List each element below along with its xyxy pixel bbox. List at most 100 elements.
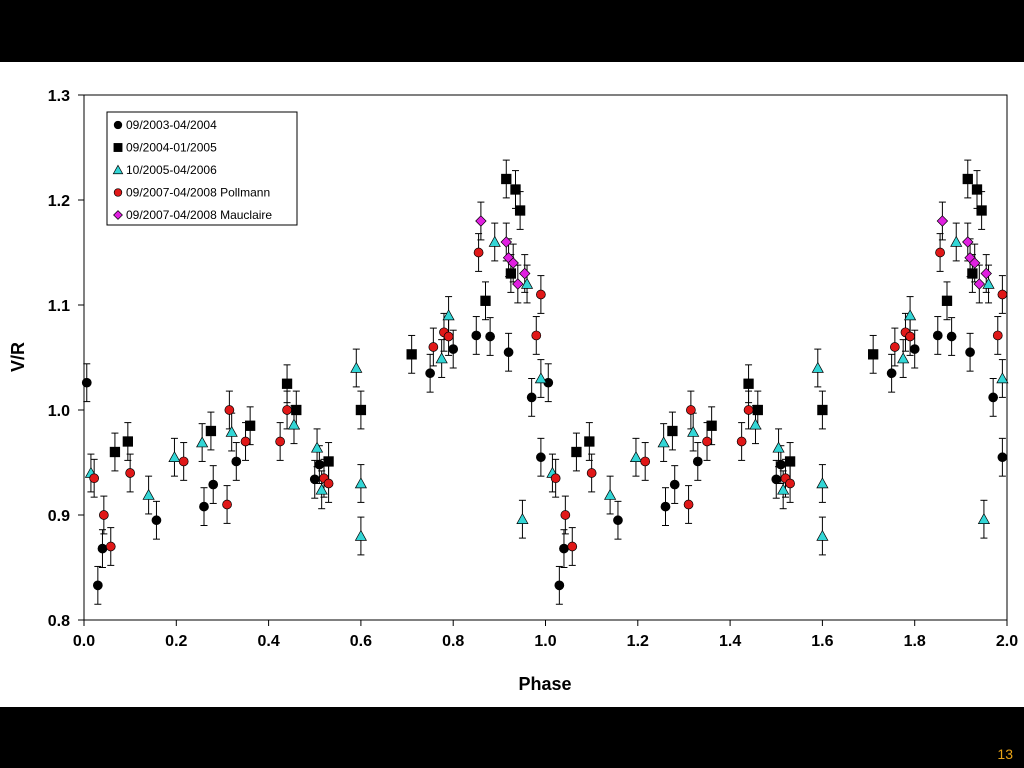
data-point-series-3 [354, 477, 367, 489]
data-point-series-4 [105, 541, 116, 552]
data-point-series-1 [425, 368, 435, 379]
data-point-series-2 [706, 420, 717, 431]
data-point-series-2 [817, 404, 828, 416]
legend-marker-2 [113, 143, 123, 152]
data-point-series-3 [687, 425, 700, 437]
data-point-series-4 [531, 330, 542, 341]
data-point-series-4 [683, 499, 694, 510]
data-point-series-1 [485, 331, 495, 342]
data-point-series-2 [784, 456, 796, 467]
data-point-series-3 [534, 372, 547, 384]
data-point-series-4 [997, 289, 1008, 300]
data-point-series-1 [988, 392, 999, 403]
data-point-series-1 [776, 459, 786, 470]
data-point-series-4 [736, 436, 747, 447]
data-point-series-3 [225, 425, 238, 437]
x-tick-label: 1.4 [719, 633, 741, 650]
data-point-series-3 [168, 451, 181, 462]
data-point-series-1 [660, 501, 671, 512]
data-point-series-1 [231, 456, 242, 467]
data-point-series-3 [604, 488, 617, 500]
legend-marker-4 [113, 188, 123, 197]
data-point-series-2 [510, 184, 521, 195]
data-point-series-3 [287, 418, 301, 430]
data-point-series-2 [323, 456, 334, 467]
data-point-series-4 [178, 456, 189, 467]
data-point-series-2 [480, 295, 491, 306]
data-point-series-3 [816, 477, 829, 489]
data-point-series-3 [442, 309, 455, 321]
data-point-series-2 [505, 268, 517, 279]
vr-phase-chart: 0.0 0.2 0.4 0.6 0.8 1.0 1.2 1.4 1.6 1.8 2.0 0.8 0.9 1… [8, 88, 1018, 694]
data-point-series-4 [905, 331, 915, 342]
data-point-series-1 [997, 452, 1008, 463]
data-point-series-3 [657, 436, 670, 448]
data-point-series-3 [811, 361, 824, 373]
data-point-series-5 [980, 267, 992, 280]
data-point-series-2 [976, 205, 987, 216]
data-point-series-2 [406, 349, 417, 360]
data-point-series-3 [310, 441, 324, 453]
data-point-series-1 [669, 479, 680, 490]
data-point-series-4 [586, 468, 597, 478]
data-point-series-2 [514, 205, 526, 216]
data-point-series-4 [567, 541, 578, 552]
data-point-series-1 [199, 501, 209, 512]
data-point-series-5 [507, 257, 519, 269]
x-tick-label: 0.8 [442, 633, 464, 650]
x-tick-label: 1.0 [534, 633, 556, 650]
data-point-series-1 [81, 377, 92, 388]
data-point-series-3 [982, 277, 995, 289]
y-axis-title: V/R [8, 342, 28, 372]
slide-area: 0.0 0.2 0.4 0.6 0.8 1.0 1.2 1.4 1.6 1.8 2.0 0.8 0.9 1… [0, 62, 1024, 707]
data-point-series-5 [512, 278, 524, 290]
data-point-series-3 [996, 372, 1009, 384]
legend-label-3: 10/2005-04/2006 [126, 163, 217, 177]
data-point-series-5 [962, 236, 974, 248]
legend-box [106, 111, 298, 226]
data-point-series-1 [559, 543, 569, 554]
data-point-series-4 [282, 405, 292, 415]
x-tick-label: 1.8 [904, 633, 926, 650]
data-point-series-4 [275, 436, 285, 447]
data-point-series-1 [932, 330, 943, 341]
data-point-series-3 [354, 529, 367, 541]
data-point-series-3 [777, 483, 790, 495]
x-tick-label: 0.4 [257, 633, 279, 650]
data-point-series-2 [667, 425, 678, 437]
data-point-series-1 [92, 580, 103, 591]
x-tick-label: 1.2 [627, 633, 649, 650]
x-tick-label: 0.2 [165, 633, 187, 650]
data-point-series-4 [686, 405, 696, 415]
data-point-series-4 [743, 405, 754, 415]
data-point-series-2 [281, 378, 293, 389]
data-point-series-2 [122, 436, 133, 447]
data-point-series-1 [771, 474, 782, 485]
data-point-series-1 [946, 331, 957, 342]
data-point-series-5 [973, 278, 986, 290]
data-point-series-3 [629, 451, 643, 462]
data-point-series-2 [355, 404, 367, 416]
data-point-series-4 [89, 473, 100, 484]
data-point-series-4 [992, 330, 1003, 341]
x-axis-title: Phase [518, 674, 571, 694]
data-point-series-4 [640, 456, 651, 467]
data-point-series-4 [428, 342, 439, 352]
data-point-series-4 [98, 510, 109, 520]
x-tick-label: 2.0 [996, 633, 1018, 650]
data-point-series-4 [443, 331, 454, 342]
data-point-series-3 [196, 436, 209, 448]
data-point-series-2 [584, 436, 595, 447]
page-number: 13 [997, 746, 1013, 762]
data-point-series-1 [208, 479, 219, 490]
data-point-series-3 [816, 529, 829, 541]
data-point-series-2 [205, 425, 217, 437]
data-point-series-2 [752, 404, 763, 416]
data-point-series-2 [967, 268, 978, 279]
data-point-series-2 [941, 295, 953, 306]
data-point-series-1 [886, 368, 897, 379]
legend-label-4: 09/2007-04/2008 Pollmann [126, 186, 270, 200]
data-point-series-4 [125, 468, 135, 478]
data-point-series-4 [560, 510, 571, 520]
data-point-series-2 [971, 184, 983, 195]
